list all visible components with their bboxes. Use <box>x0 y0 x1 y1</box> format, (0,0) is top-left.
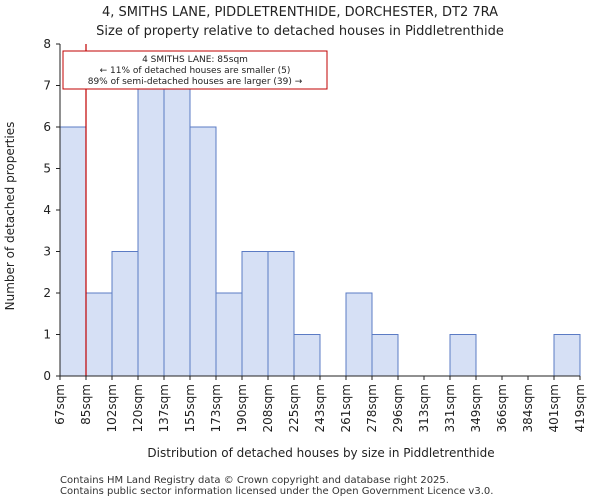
y-tick-label: 6 <box>43 120 51 134</box>
bar-120sqm <box>137 85 165 377</box>
y-tick-label: 1 <box>43 328 51 342</box>
x-tick-label: 296sqm <box>391 384 405 432</box>
x-tick-label: 137sqm <box>157 384 171 432</box>
footer-line1: Contains HM Land Registry data © Crown c… <box>60 475 449 486</box>
bar-190sqm <box>241 251 269 377</box>
annotation-rect <box>62 50 328 90</box>
x-tick-label: 155sqm <box>183 384 197 432</box>
y-tick-label: 0 <box>43 369 51 383</box>
x-tick-label: 85sqm <box>79 384 93 425</box>
x-tick-label: 331sqm <box>443 384 457 432</box>
chart-title-line2: Size of property relative to detached ho… <box>96 24 504 39</box>
x-tick-label: 313sqm <box>417 384 431 432</box>
x-tick-label: 349sqm <box>469 384 483 432</box>
x-tick-label: 419sqm <box>573 384 587 432</box>
y-tick-label: 8 <box>43 37 51 51</box>
y-tick-label: 5 <box>43 162 51 176</box>
x-tick-label: 190sqm <box>235 384 249 432</box>
footer-line2: Contains public sector information licen… <box>60 486 493 497</box>
x-tick-label: 401sqm <box>547 384 561 432</box>
annotation-line3: 89% of semi-detached houses are larger (… <box>88 77 303 87</box>
bar-401sqm <box>553 334 581 377</box>
bar-67sqm <box>59 126 87 377</box>
bar-137sqm <box>163 85 191 377</box>
x-tick-label: 208sqm <box>261 384 275 432</box>
y-tick-label: 7 <box>43 79 51 93</box>
y-axis-label: Number of detached properties <box>3 122 17 311</box>
bar-225sqm <box>293 334 321 377</box>
x-tick-label: 384sqm <box>521 384 535 432</box>
bar-331sqm <box>449 334 477 377</box>
x-tick-label: 243sqm <box>313 384 327 432</box>
bar-261sqm <box>345 292 373 377</box>
x-tick-label: 366sqm <box>495 384 509 432</box>
chart-title-line1: 4, SMITHS LANE, PIDDLETRENTHIDE, DORCHES… <box>102 5 498 20</box>
annotation-box: 4 SMITHS LANE: 85sqm ← 11% of detached h… <box>62 50 328 90</box>
y-tick-label: 4 <box>43 203 51 217</box>
x-tick-label: 278sqm <box>365 384 379 432</box>
bar-278sqm <box>371 334 399 377</box>
y-tick-label: 3 <box>43 245 51 259</box>
x-tick-label: 120sqm <box>131 384 145 432</box>
bar-102sqm <box>111 251 139 377</box>
x-axis-ticks: 67sqm 85sqm 102sqm 120sqm 137sqm 155sqm 173sqm… <box>53 376 587 432</box>
x-tick-label: 225sqm <box>287 384 301 432</box>
y-axis-ticks: 0 1 2 3 4 5 6 7 8 <box>43 37 60 383</box>
bar-85sqm <box>85 292 113 377</box>
y-tick-label: 2 <box>43 286 51 300</box>
x-tick-label: 67sqm <box>53 384 67 425</box>
annotation-line2: ← 11% of detached houses are smaller (5) <box>100 66 291 76</box>
x-tick-label: 102sqm <box>105 384 119 432</box>
bar-173sqm <box>215 292 243 377</box>
bar-208sqm <box>267 251 295 377</box>
x-tick-label: 261sqm <box>339 384 353 432</box>
x-tick-label: 173sqm <box>209 384 223 432</box>
x-axis-label: Distribution of detached houses by size … <box>147 446 494 460</box>
bar-155sqm <box>189 126 217 377</box>
bars-group <box>59 85 581 377</box>
annotation-line1: 4 SMITHS LANE: 85sqm <box>142 55 248 65</box>
